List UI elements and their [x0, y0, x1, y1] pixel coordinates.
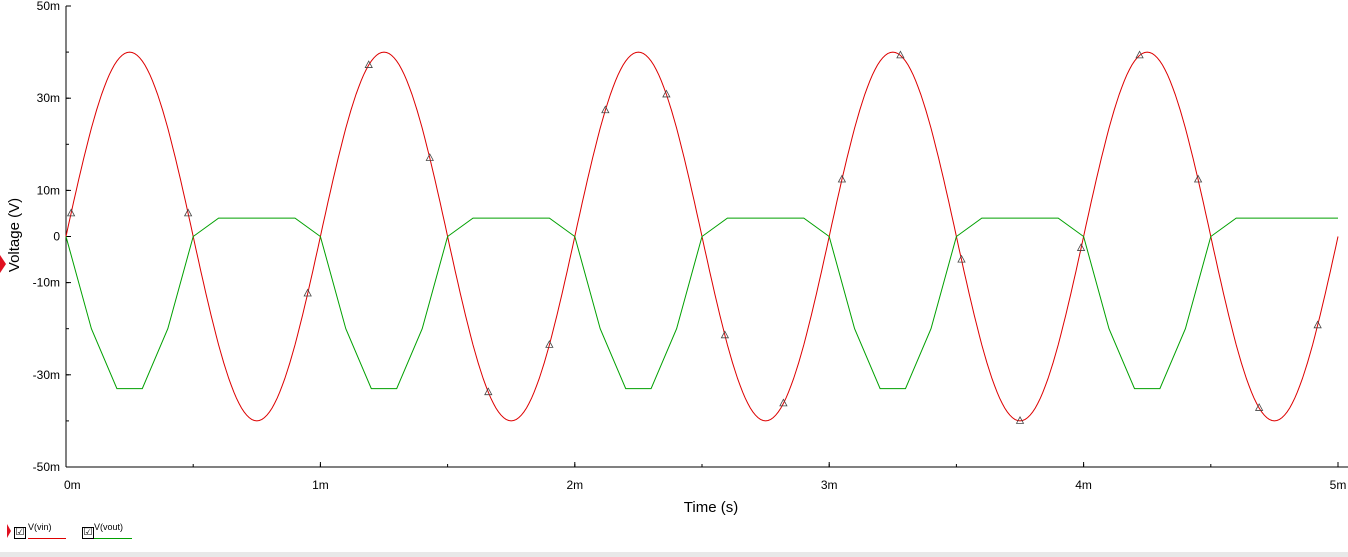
series-marker: [364, 60, 373, 68]
series-marker: [1193, 174, 1203, 183]
x-tick-label: 3m: [821, 478, 838, 492]
legend-swatch-vout: [94, 538, 132, 539]
y-tick-label: -10m: [33, 276, 60, 290]
x-tick-label: 1m: [312, 478, 329, 492]
series-marker: [1015, 416, 1025, 424]
x-tick-label: 4m: [1075, 478, 1092, 492]
series-marker: [1076, 243, 1086, 251]
y-tick-label: 10m: [37, 183, 60, 197]
chart-ticks: 50m 30m 10m 0 -10m -30m -50m 0m 1m 2m 3m 4m 5m: [33, 0, 1347, 492]
series-marker: [1135, 50, 1144, 59]
legend-item-vout[interactable]: ☑ V(vout): [78, 522, 138, 542]
chart-axes: [65, 6, 1348, 468]
active-axis-marker[interactable]: [0, 255, 6, 273]
series-marker: [1254, 403, 1264, 411]
legend-active-marker: [7, 524, 11, 538]
series-marker: [720, 330, 730, 339]
window-bottom-edge: [0, 552, 1348, 557]
series-marker: [601, 105, 610, 114]
x-tick-label: 5m: [1330, 478, 1347, 492]
y-tick-label: -50m: [33, 460, 60, 474]
legend-swatch-vin: [28, 538, 66, 539]
chart-series: [65, 50, 1339, 424]
legend-checkbox-vout[interactable]: ☑: [82, 527, 94, 539]
series-marker: [1313, 320, 1322, 329]
series-marker: [662, 89, 671, 98]
y-tick-label: 50m: [37, 0, 60, 13]
legend-label-vin: V(vin): [28, 522, 52, 532]
x-axis-title: Time (s): [684, 499, 738, 516]
legend-item-vin[interactable]: ☑ V(vin): [9, 522, 69, 542]
series-vvout: [65, 217, 1338, 390]
y-tick-label: -30m: [33, 368, 60, 382]
legend-label-vout: V(vout): [94, 522, 124, 532]
series-marker: [303, 288, 312, 297]
series-marker: [837, 174, 847, 183]
x-tick-label: 2m: [566, 478, 583, 492]
series-marker: [66, 208, 76, 217]
chart-legend: ☑ V(vin) ☑ V(vout): [0, 516, 300, 546]
x-tick-label: 0m: [64, 478, 81, 492]
y-axis-title: Voltage (V): [6, 198, 23, 272]
series-marker: [957, 254, 966, 263]
series-marker: [484, 387, 493, 396]
y-tick-label: 30m: [37, 91, 60, 105]
legend-checkbox-vin[interactable]: ☑: [14, 527, 26, 539]
series-line: [65, 217, 1338, 390]
series-marker: [425, 153, 434, 161]
series-marker: [183, 208, 193, 217]
series-marker: [896, 50, 905, 59]
series-marker: [779, 398, 788, 407]
y-tick-label: 0: [53, 230, 60, 244]
series-marker: [545, 340, 554, 348]
